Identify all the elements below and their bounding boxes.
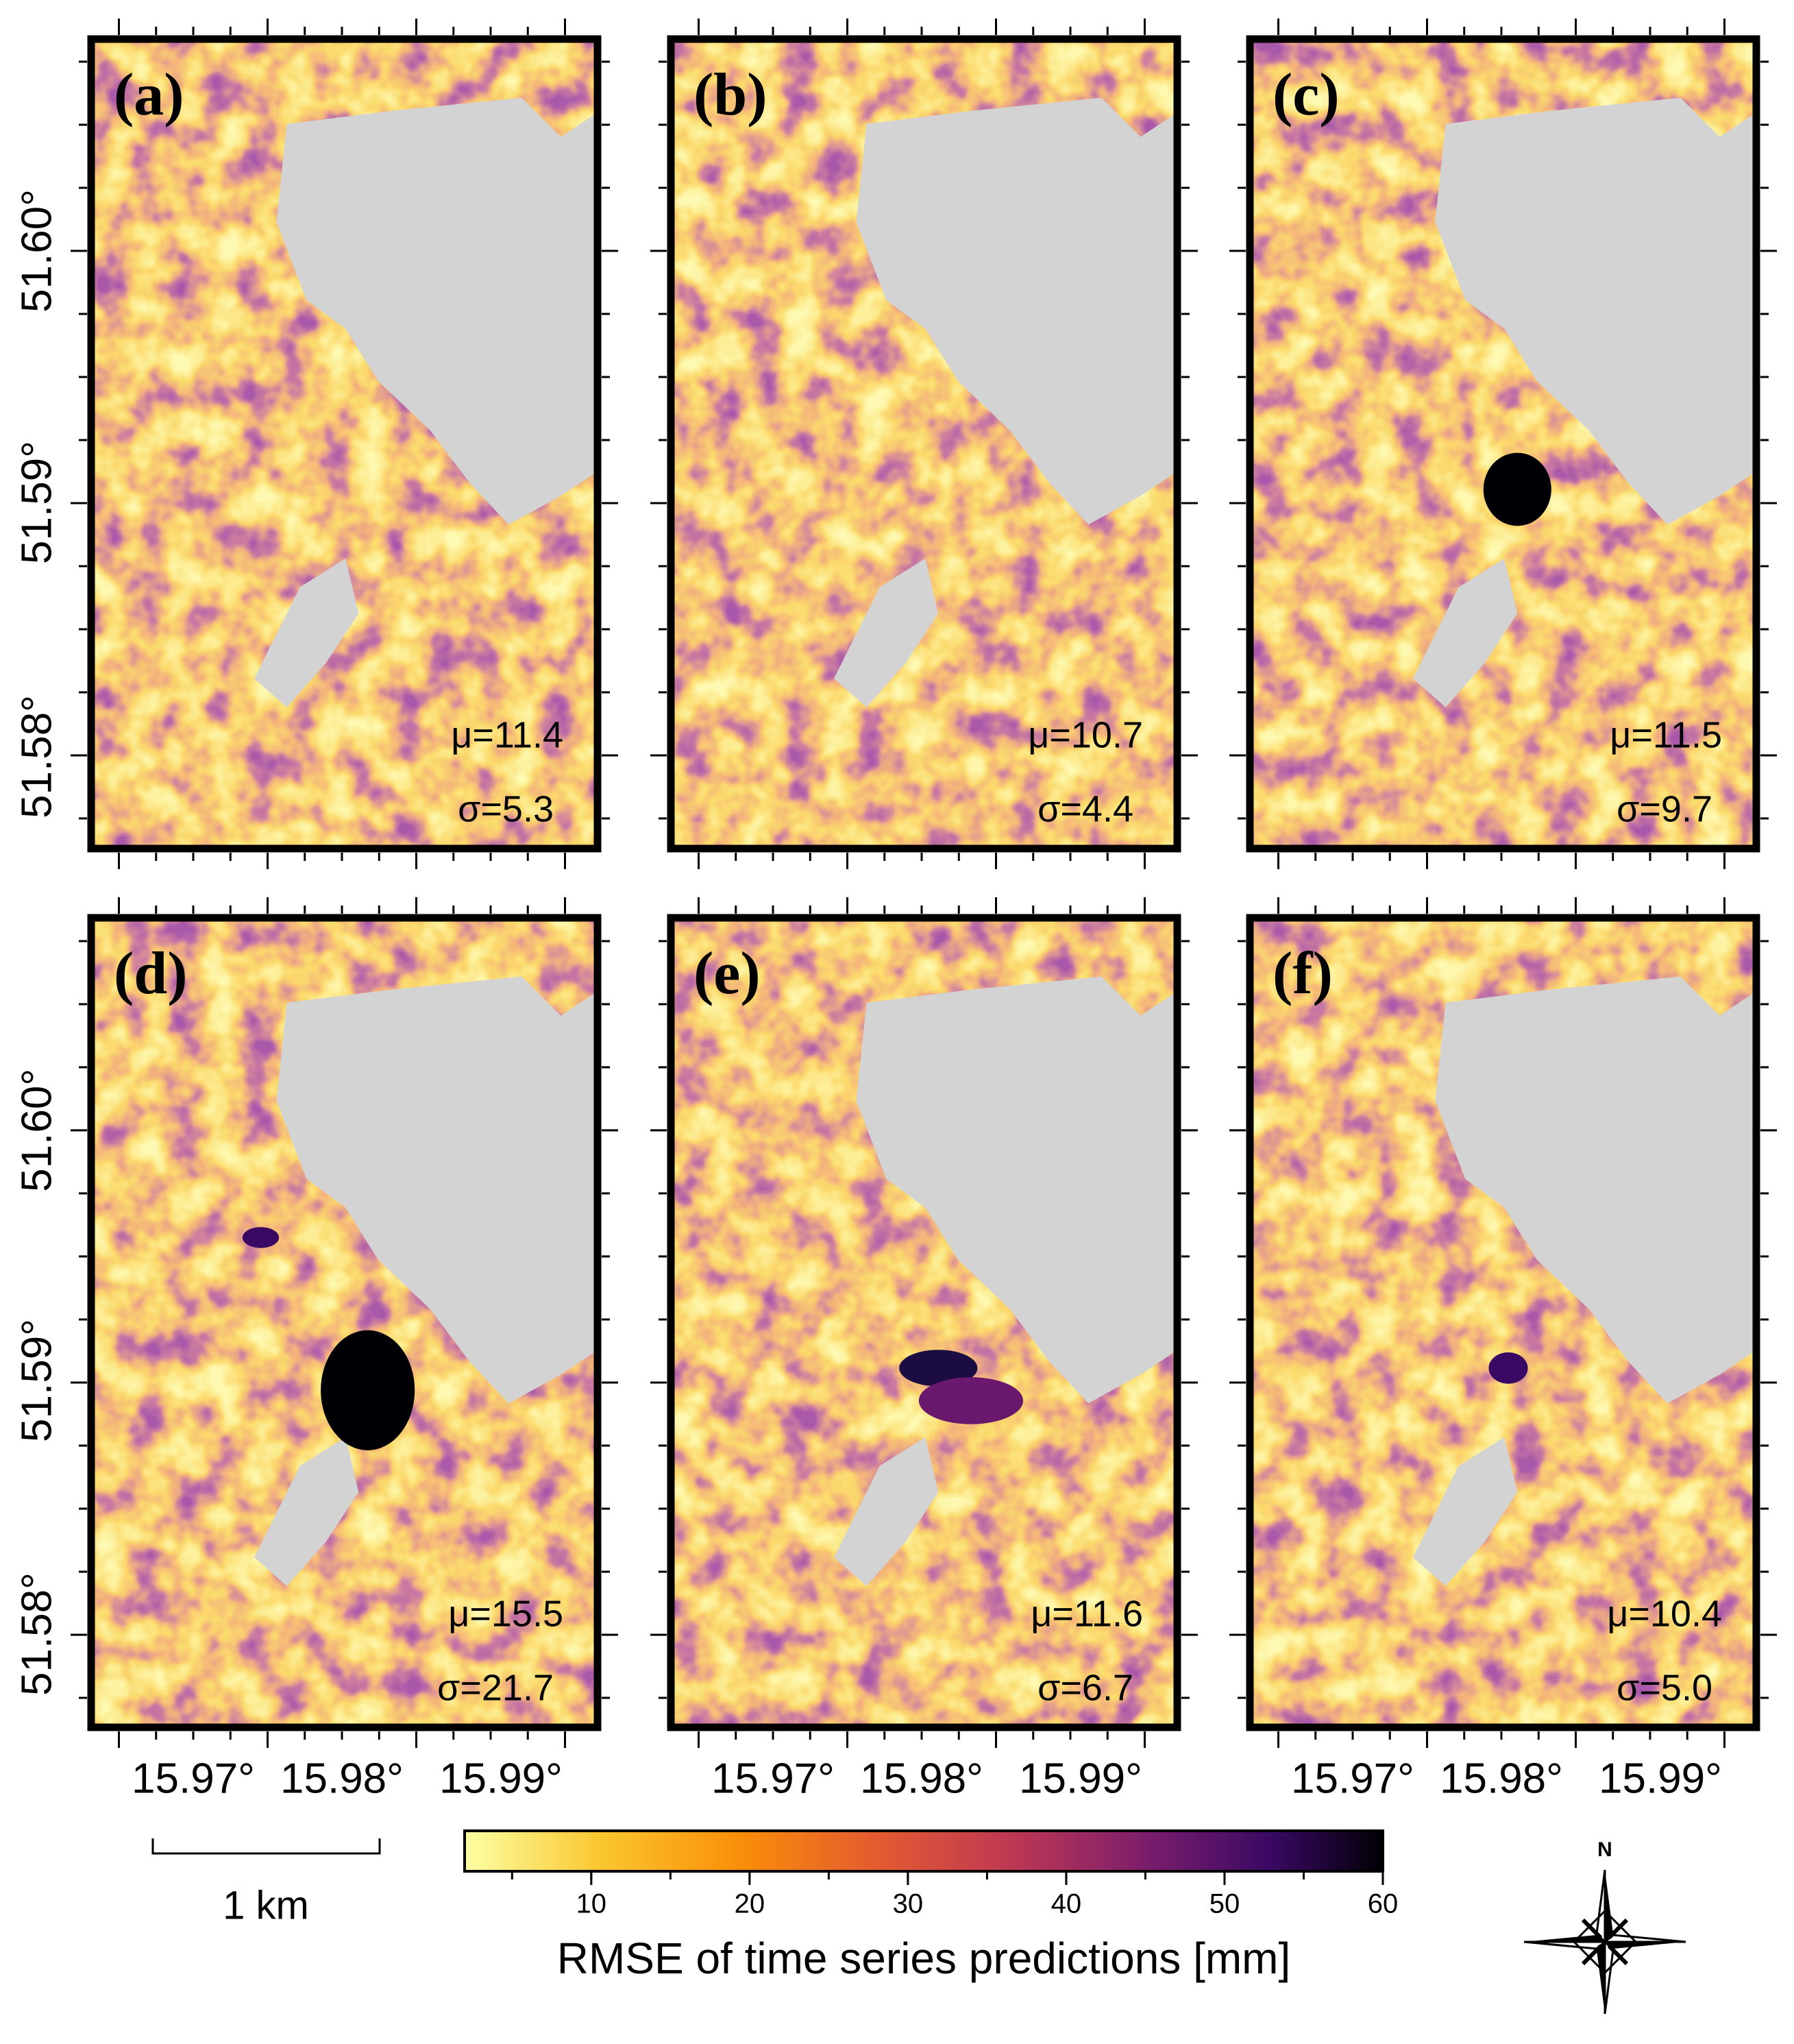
std-label: σ=5.0 — [1617, 1667, 1712, 1708]
colorbar-label: RMSE of time series predictions [mm] — [557, 1934, 1291, 1983]
mean-label: μ=10.7 — [1028, 714, 1143, 755]
x-tick-label: 15.97° — [711, 1755, 835, 1802]
colorbar-tick-label: 30 — [893, 1889, 924, 1919]
panel-frame — [87, 35, 602, 853]
panel-label: (d) — [114, 940, 188, 1007]
y-tick-label: 51.59° — [13, 441, 60, 564]
colorbar-tick-label: 40 — [1051, 1889, 1082, 1919]
panel-label: (c) — [1273, 62, 1340, 128]
scale-label: 1 km — [223, 1883, 309, 1927]
std-label: σ=5.3 — [458, 788, 554, 829]
x-tick-label: 15.99° — [439, 1755, 563, 1802]
x-tick-label: 15.99° — [1019, 1755, 1142, 1802]
map-panel — [671, 39, 1180, 849]
map-panel — [91, 39, 600, 849]
y-tick-label: 51.58° — [13, 695, 60, 818]
map-panel — [671, 918, 1180, 1727]
x-tick-label: 15.98° — [1440, 1755, 1563, 1802]
compass-label: N — [1597, 1838, 1612, 1861]
colorbar-tick-label: 10 — [576, 1889, 607, 1919]
y-tick-label: 51.58° — [13, 1572, 60, 1696]
mean-label: μ=15.5 — [448, 1593, 563, 1634]
panel-label: (a) — [114, 62, 184, 128]
std-label: σ=4.4 — [1037, 788, 1133, 829]
x-tick-label: 15.99° — [1599, 1755, 1722, 1802]
colorbar — [463, 1829, 1384, 1873]
y-tick-label: 51.60° — [13, 1069, 60, 1192]
colorbar-tick-label: 50 — [1209, 1889, 1240, 1919]
panel-label: (b) — [693, 62, 767, 128]
anomaly — [1483, 452, 1551, 526]
mean-label: μ=11.4 — [451, 714, 563, 755]
panel-frame — [87, 914, 602, 1731]
map-panel — [1250, 918, 1759, 1727]
x-tick-label: 15.97° — [1291, 1755, 1414, 1802]
panel-frame — [1246, 35, 1760, 853]
anomaly — [899, 1350, 978, 1387]
panel-frame — [667, 35, 1181, 853]
x-tick-label: 15.98° — [280, 1755, 404, 1802]
anomaly — [242, 1227, 280, 1248]
std-label: σ=9.7 — [1617, 788, 1712, 829]
mean-label: μ=10.4 — [1607, 1593, 1722, 1634]
panel-frame — [667, 914, 1181, 1731]
anomaly — [321, 1330, 415, 1450]
compass — [1523, 1869, 1686, 2015]
mean-label: μ=11.6 — [1031, 1593, 1143, 1634]
map-panel — [1250, 39, 1759, 849]
std-label: σ=6.7 — [1037, 1667, 1133, 1708]
panel-label: (e) — [693, 940, 761, 1007]
panel-frame — [1246, 914, 1760, 1731]
scale-bar — [151, 1838, 381, 1855]
std-label: σ=21.7 — [437, 1667, 554, 1708]
anomaly — [918, 1377, 1024, 1424]
mean-label: μ=11.5 — [1610, 714, 1722, 755]
map-panel — [91, 918, 600, 1727]
y-tick-label: 51.60° — [13, 189, 60, 313]
panel-label: (f) — [1273, 940, 1333, 1007]
colorbar-tick-label: 20 — [735, 1889, 765, 1919]
x-tick-label: 15.98° — [860, 1755, 983, 1802]
anomaly — [1488, 1352, 1528, 1384]
y-tick-label: 51.59° — [13, 1319, 60, 1442]
colorbar-tick-label: 60 — [1368, 1889, 1399, 1919]
x-tick-label: 15.97° — [132, 1755, 255, 1802]
